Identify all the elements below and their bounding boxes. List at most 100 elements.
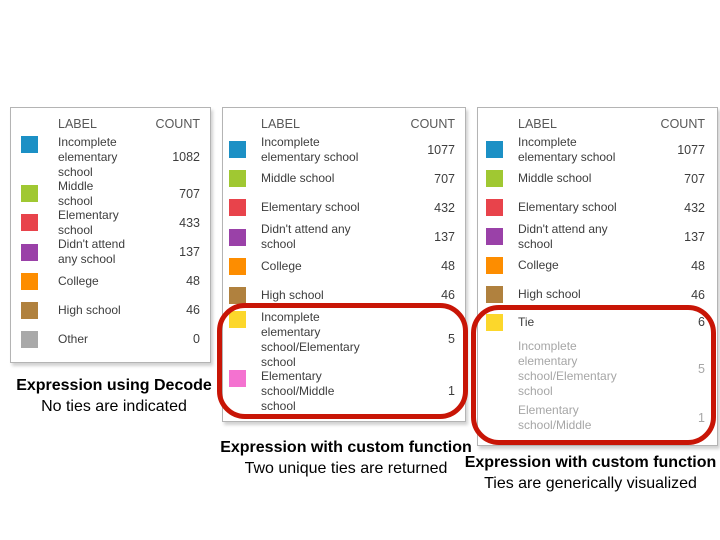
legend-label: Tie (518, 314, 535, 329)
color-swatch (21, 185, 38, 203)
caption-title: Expression with custom function (220, 439, 472, 456)
legend-header: LABEL COUNT (518, 116, 705, 133)
legend-panel-custom-two-ties: LABEL COUNT Incomplete elementary school… (222, 107, 466, 422)
color-swatch (21, 272, 38, 290)
legend-count: 707 (179, 186, 200, 201)
legend-row: Middle school 707 (229, 164, 455, 193)
legend-row: Other 0 (21, 325, 200, 354)
caption-custom-generic-tie: Expression with custom function Ties are… (461, 452, 720, 494)
legend-count: 433 (179, 215, 200, 230)
caption-subtitle: Ties are generically visualized (484, 475, 697, 492)
color-swatch (486, 141, 503, 158)
legend-row: High school 46 (229, 281, 455, 310)
legend-label: Other (58, 331, 89, 346)
legend-count: 137 (434, 230, 455, 245)
color-swatch (229, 141, 246, 159)
legend-row: Incomplete elementary school 1077 (229, 135, 455, 164)
legend-row: Incomplete elementary school 1082 (21, 135, 200, 179)
red-highlight-oval-generic-tie (471, 305, 716, 445)
legend-label: Elementary school (58, 208, 119, 237)
legend-count: 1082 (172, 150, 200, 164)
count-column-header: COUNT (155, 117, 200, 131)
legend-header: LABEL COUNT (261, 116, 455, 133)
legend-count: 1077 (427, 142, 455, 157)
color-swatch (486, 286, 503, 303)
legend-count: 5 (448, 332, 455, 347)
legend-row: Elementary school 432 (486, 193, 705, 222)
caption-decode: Expression using Decode No ties are indi… (0, 375, 228, 417)
legend-label: Middle school (261, 171, 335, 186)
legend-row: Elementary school 433 (21, 208, 200, 237)
color-swatch (486, 228, 503, 245)
color-swatch (229, 369, 246, 387)
color-swatch (229, 170, 246, 188)
legend-count: 707 (684, 171, 705, 186)
legend-count: 707 (434, 171, 455, 186)
caption-custom-two-ties: Expression with custom function Two uniq… (219, 437, 473, 479)
color-swatch (21, 136, 38, 153)
legend-label: High school (261, 287, 324, 302)
legend-row-tie-combo: Incomplete elementary school/Elementary … (229, 310, 455, 369)
label-column-header: LABEL (261, 117, 300, 131)
legend-row: Didn't attend any school 137 (21, 237, 200, 267)
legend-label: College (58, 273, 99, 288)
legend-label: Middle school (518, 171, 592, 185)
legend-row: College 48 (21, 267, 200, 296)
red-highlight-oval-two-ties (217, 303, 468, 419)
legend-label: Didn't attend any school (518, 221, 608, 251)
tie-detail-count: 5 (698, 362, 705, 376)
legend-label: Didn't attend any school (261, 222, 351, 252)
legend-row: Didn't attend any school 137 (486, 222, 705, 251)
legend-label: High school (58, 302, 121, 317)
color-swatch (486, 170, 503, 187)
legend-count: 432 (684, 200, 705, 215)
legend-row: Elementary school 432 (229, 193, 455, 222)
legend-count: 1077 (677, 142, 705, 157)
tie-detail-label: Elementary school/Middle (518, 403, 592, 432)
legend-label: College (518, 258, 559, 272)
color-swatch (229, 257, 246, 275)
color-swatch (229, 199, 246, 217)
label-column-header: LABEL (518, 117, 557, 131)
legend-count: 48 (186, 274, 200, 289)
legend-label: Incomplete elementary school (58, 135, 118, 179)
color-swatch (21, 330, 38, 348)
legend-row: Middle school 707 (21, 179, 200, 208)
legend-label: College (261, 258, 302, 273)
legend-label: Elementary school (518, 200, 617, 214)
count-column-header: COUNT (410, 117, 455, 131)
caption-subtitle: Two unique ties are returned (244, 460, 448, 477)
label-column-header: LABEL (58, 117, 97, 131)
legend-count: 0 (193, 332, 200, 347)
legend-label: Incomplete elementary school/Elementary … (261, 309, 360, 369)
legend-count: 137 (179, 245, 200, 260)
legend-row: Middle school 707 (486, 164, 705, 193)
legend-count: 432 (434, 200, 455, 215)
legend-header: LABEL COUNT (58, 116, 200, 133)
color-swatch (21, 214, 38, 232)
legend-row: High school 46 (486, 280, 705, 309)
legend-label: Elementary school (261, 200, 360, 215)
legend-count: 48 (691, 258, 705, 273)
color-swatch (229, 228, 246, 246)
legend-row-tie-combo: Elementary school/Middle school 1 (229, 369, 455, 413)
legend-label: Incomplete elementary school (261, 134, 359, 164)
legend-count: 137 (684, 229, 705, 244)
color-swatch (21, 243, 38, 261)
legend-row: High school 46 (21, 296, 200, 325)
legend-row: College 48 (486, 251, 705, 280)
caption-title: Expression using Decode (16, 377, 212, 394)
legend-label: Elementary school/Middle school (261, 368, 335, 413)
legend-row: College 48 (229, 252, 455, 281)
legend-count: 48 (441, 259, 455, 274)
caption-title: Expression with custom function (464, 454, 717, 471)
count-column-header: COUNT (660, 117, 705, 131)
legend-label: High school (518, 287, 581, 301)
caption-subtitle: No ties are indicated (41, 398, 187, 415)
legend-label: Didn't attend any school (58, 237, 126, 267)
color-swatch (229, 286, 246, 304)
legend-count: 46 (441, 288, 455, 303)
legend-count: 46 (691, 287, 705, 302)
legend-count: 1 (448, 383, 455, 398)
